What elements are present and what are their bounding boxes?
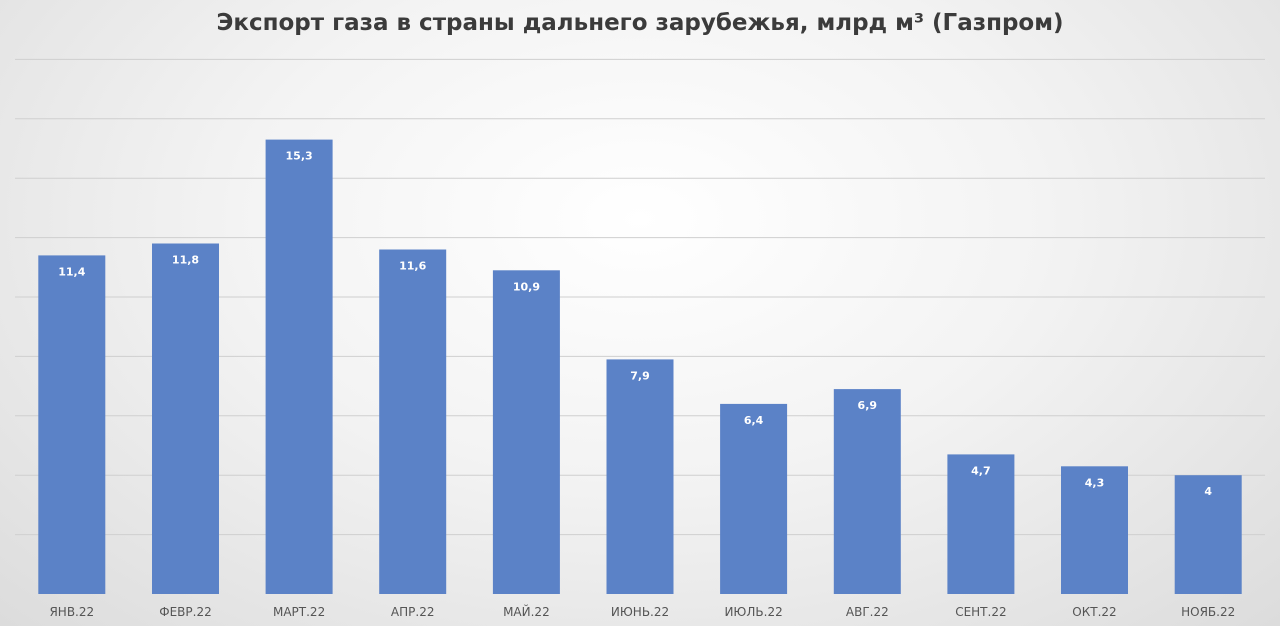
data-label-9: 4,3 <box>1085 476 1105 489</box>
data-label-3: 11,6 <box>399 260 426 273</box>
x-tick-label-10: НОЯБ.22 <box>1181 605 1235 619</box>
bar-4 <box>492 270 560 594</box>
bar-6 <box>720 403 788 594</box>
x-tick-label-7: АВГ.22 <box>846 605 889 619</box>
data-label-7: 6,9 <box>858 399 878 412</box>
x-tick-label-8: СЕНТ.22 <box>955 605 1006 619</box>
data-label-1: 11,8 <box>172 254 199 267</box>
bar-10 <box>1174 475 1242 594</box>
bar-5 <box>606 359 674 594</box>
x-tick-label-2: МАРТ.22 <box>273 605 325 619</box>
data-label-8: 4,7 <box>971 464 991 477</box>
bar-1 <box>152 243 219 594</box>
x-tick-label-9: ОКТ.22 <box>1072 605 1116 619</box>
bar-2 <box>265 139 333 594</box>
bar-0 <box>38 255 106 594</box>
x-tick-label-1: ФЕВР.22 <box>159 605 211 619</box>
x-axis-tick-labels: ЯНВ.22 ФЕВР.22 МАРТ.22 АПР.22 МАЙ.22 ИЮНЬ.22 И… <box>49 604 1235 619</box>
data-label-10: 4 <box>1204 485 1212 498</box>
bar-9 <box>1061 466 1128 594</box>
data-labels: 11,4 11,8 15,3 11,6 10,9 7,9 6,4 6,9 4,7 4,3 4 <box>58 150 1212 499</box>
bar-3 <box>379 249 447 594</box>
data-label-6: 6,4 <box>744 414 764 427</box>
bar-7 <box>833 389 901 594</box>
x-tick-label-4: МАЙ.22 <box>503 604 550 619</box>
chart-title: Экспорт газа в страны дальнего зарубежья… <box>216 10 1064 36</box>
data-label-0: 11,4 <box>58 265 85 278</box>
x-tick-label-6: ИЮЛЬ.22 <box>724 605 782 619</box>
x-tick-label-0: ЯНВ.22 <box>49 605 94 619</box>
bar-8 <box>947 454 1015 594</box>
bars <box>38 139 1242 594</box>
x-tick-label-5: ИЮНЬ.22 <box>611 605 669 619</box>
x-tick-label-3: АПР.22 <box>391 605 435 619</box>
data-label-4: 10,9 <box>513 280 540 293</box>
data-label-2: 15,3 <box>286 150 313 163</box>
data-label-5: 7,9 <box>630 369 650 382</box>
